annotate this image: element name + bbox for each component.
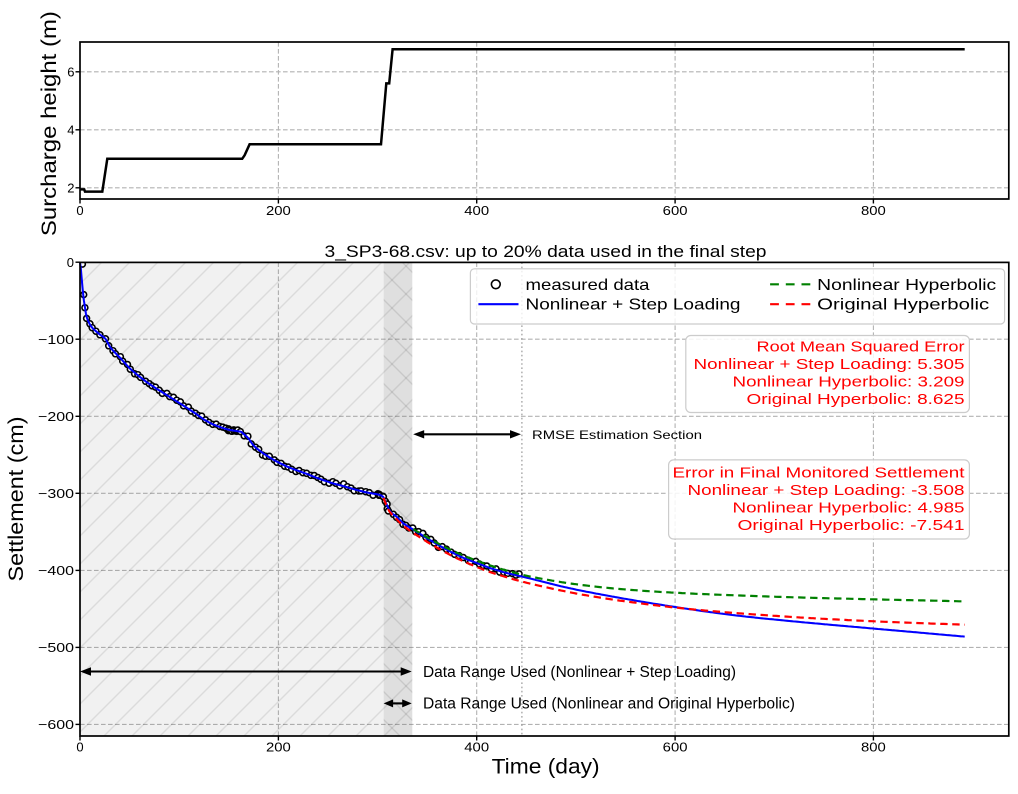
svg-text:400: 400 [464,739,489,754]
svg-text:200: 200 [266,739,291,754]
svg-text:800: 800 [861,203,886,218]
svg-text:6: 6 [67,65,74,80]
svg-text:−400: −400 [38,563,74,578]
svg-text:Surcharge height (m): Surcharge height (m) [38,11,61,236]
svg-text:600: 600 [663,203,688,218]
svg-text:4: 4 [67,123,74,138]
svg-text:−600: −600 [38,717,74,732]
svg-text:2: 2 [67,181,74,196]
svg-text:Root Mean Squared Error: Root Mean Squared Error [757,340,965,356]
svg-text:200: 200 [266,203,291,218]
svg-text:Nonlinear Hyperbolic: 3.209: Nonlinear Hyperbolic: 3.209 [733,374,965,390]
svg-text:−300: −300 [38,486,74,501]
svg-text:Nonlinear + Step Loading: 5.30: Nonlinear + Step Loading: 5.305 [694,357,965,373]
svg-text:Original Hyperbolic: -7.541: Original Hyperbolic: -7.541 [738,518,965,534]
svg-text:0: 0 [76,739,83,754]
svg-text:Settlement (cm): Settlement (cm) [5,417,28,582]
svg-text:measured data: measured data [526,277,650,294]
svg-text:800: 800 [861,739,886,754]
svg-text:Nonlinear + Step Loading: -3.5: Nonlinear + Step Loading: -3.508 [688,483,965,499]
svg-text:Nonlinear Hyperbolic: Nonlinear Hyperbolic [817,277,996,294]
svg-text:Data Range Used (Nonlinear + S: Data Range Used (Nonlinear + Step Loadin… [423,664,736,681]
svg-text:Original Hyperbolic: Original Hyperbolic [817,297,989,314]
svg-text:−200: −200 [38,409,74,424]
svg-text:Original Hyperbolic: 8.625: Original Hyperbolic: 8.625 [747,392,965,408]
svg-text:Nonlinear Hyperbolic: 4.985: Nonlinear Hyperbolic: 4.985 [733,500,965,516]
svg-text:600: 600 [663,739,688,754]
svg-text:Time (day): Time (day) [492,756,600,779]
svg-text:400: 400 [464,203,489,218]
svg-text:Nonlinear + Step Loading: Nonlinear + Step Loading [526,297,741,314]
svg-text:Data Range Used (Nonlinear and: Data Range Used (Nonlinear and Original … [423,696,795,713]
svg-text:Error in Final Monitored Settl: Error in Final Monitored Settlement [673,466,965,482]
svg-text:−100: −100 [38,332,74,347]
svg-text:0: 0 [67,255,74,270]
svg-text:RMSE Estimation Section: RMSE Estimation Section [532,428,702,442]
svg-text:0: 0 [76,203,83,218]
svg-text:−500: −500 [38,640,74,655]
svg-text:3_SP3-68.csv: up to 20% data u: 3_SP3-68.csv: up to 20% data used in the… [325,242,767,261]
